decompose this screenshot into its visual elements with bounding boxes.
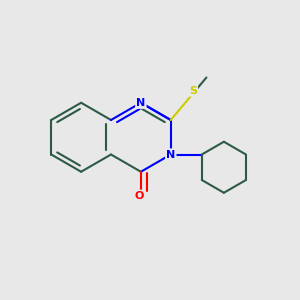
- Text: N: N: [136, 98, 146, 108]
- Text: S: S: [189, 85, 197, 96]
- Text: O: O: [135, 191, 144, 201]
- Text: N: N: [166, 149, 176, 160]
